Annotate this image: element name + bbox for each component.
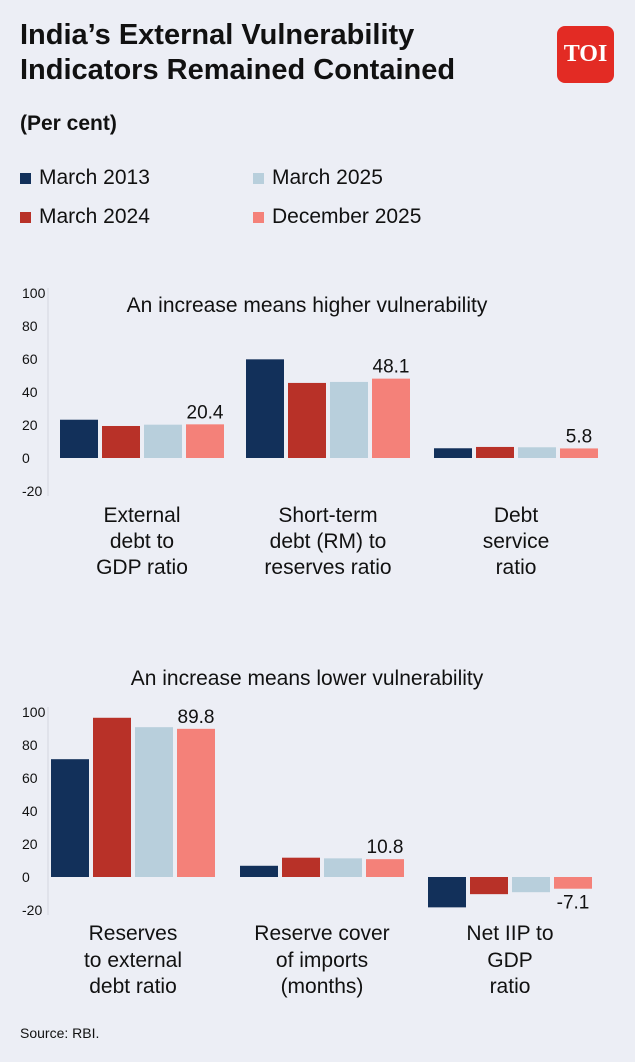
legend-swatch <box>20 172 31 184</box>
category-label: debt (RM) to <box>270 530 387 553</box>
category-label: Debt <box>494 504 539 527</box>
category-label: Reserve cover <box>254 922 389 945</box>
category-label: ratio <box>490 975 531 998</box>
category-label: debt ratio <box>89 975 177 998</box>
y-tick-label: 0 <box>22 869 30 885</box>
category-label: External <box>103 504 180 527</box>
y-tick-label: 20 <box>22 836 38 852</box>
bar <box>518 447 556 458</box>
y-tick-label: -20 <box>22 483 42 499</box>
title-line-2: Indicators Remained Contained <box>20 54 456 86</box>
subtitle: (Per cent) <box>20 112 117 135</box>
y-tick-label: -20 <box>22 902 42 918</box>
legend-label: March 2025 <box>272 166 383 189</box>
bar <box>177 728 215 877</box>
bar <box>51 759 89 877</box>
legend-swatch <box>253 211 264 223</box>
y-tick-label: 0 <box>22 450 30 466</box>
legend-item: March 2013 <box>20 166 150 190</box>
category-label: Net IIP to <box>466 922 553 945</box>
chart-title: An increase means higher vulnerability <box>127 294 488 317</box>
y-tick-label: 20 <box>22 417 38 433</box>
category-label: reserves ratio <box>264 556 391 579</box>
bar <box>186 424 224 458</box>
bar <box>434 448 472 458</box>
title-line-1: India’s External Vulnerability <box>20 19 415 51</box>
y-tick-label: 100 <box>22 285 46 301</box>
y-tick-label: 60 <box>22 770 38 786</box>
bar <box>372 378 410 458</box>
legend-item: March 2025 <box>253 166 383 190</box>
category-label: of imports <box>276 949 368 972</box>
bar <box>240 865 278 877</box>
page-title: India’s External Vulnerability Indicator… <box>20 18 455 88</box>
legend-item: December 2025 <box>253 205 421 229</box>
data-label: 10.8 <box>367 837 404 858</box>
legend-swatch <box>253 172 264 184</box>
y-tick-label: 40 <box>22 803 38 819</box>
bar <box>366 859 404 877</box>
data-label: 89.8 <box>178 707 215 728</box>
category-label: ratio <box>496 556 537 579</box>
y-tick-label: 60 <box>22 351 38 367</box>
bar <box>93 717 131 877</box>
y-tick-label: 40 <box>22 384 38 400</box>
y-tick-label: 100 <box>22 704 46 720</box>
bar <box>246 359 284 458</box>
bar <box>554 877 592 889</box>
legend-label: December 2025 <box>272 205 422 228</box>
category-label: service <box>483 530 550 553</box>
legend-label: March 2024 <box>39 205 150 228</box>
data-label: 48.1 <box>373 357 410 378</box>
bar <box>102 425 140 458</box>
source-note: Source: RBI. <box>20 1025 100 1041</box>
bar <box>560 448 598 458</box>
bar <box>330 381 368 458</box>
legend-swatch <box>20 211 31 223</box>
category-label: (months) <box>281 975 364 998</box>
category-label: Short-term <box>278 504 377 527</box>
category-label: GDP ratio <box>96 556 188 579</box>
category-label: GDP <box>487 949 533 972</box>
data-label: 5.8 <box>566 426 592 447</box>
bar <box>324 858 362 877</box>
bar <box>288 382 326 458</box>
bar <box>428 877 466 908</box>
category-label: Reserves <box>89 922 178 945</box>
data-label: 20.4 <box>187 402 224 423</box>
bar <box>512 877 550 893</box>
bar <box>282 857 320 877</box>
bar <box>470 877 508 895</box>
category-label: debt to <box>110 530 174 553</box>
bar <box>60 419 98 458</box>
toi-logo: TOI <box>557 26 614 83</box>
y-tick-label: 80 <box>22 318 38 334</box>
category-label: to external <box>84 949 182 972</box>
y-tick-label: 80 <box>22 737 38 753</box>
bar <box>135 727 173 877</box>
chart-title: An increase means lower vulnerability <box>131 667 484 690</box>
bar <box>144 424 182 458</box>
bar <box>476 446 514 458</box>
legend-label: March 2013 <box>39 166 150 189</box>
data-label: -7.1 <box>557 893 590 914</box>
legend-item: March 2024 <box>20 205 150 229</box>
